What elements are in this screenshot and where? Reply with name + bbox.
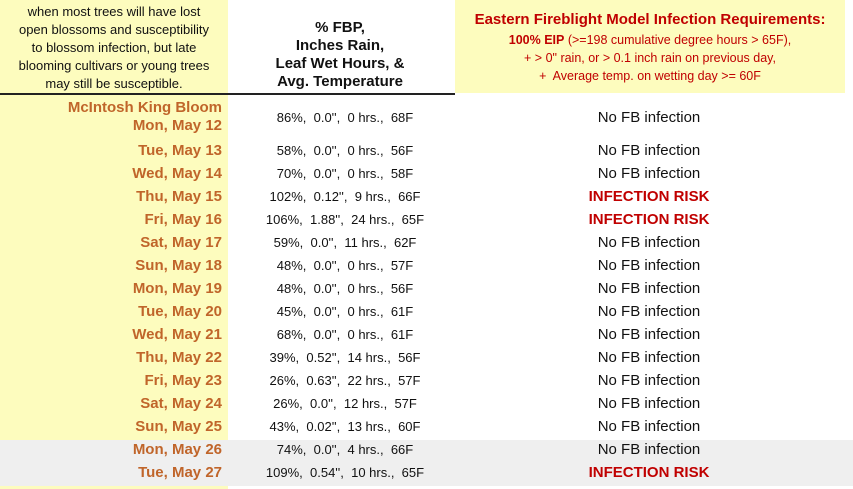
header-note-line: open blossoms and susceptibility — [18, 22, 210, 37]
header-note-line: may still be susceptible. — [45, 76, 183, 91]
row-values: 48%, 0.0'', 0 hrs., 57F — [276, 258, 414, 273]
row-date: Wed, May 14 — [132, 165, 222, 182]
header-middle-line: Leaf Wet Hours, & — [275, 55, 405, 72]
row-result: No FB infection — [597, 165, 701, 182]
row-result: No FB infection — [597, 441, 701, 458]
row-result: No FB infection — [597, 142, 701, 159]
header-note-line: to blossom infection, but late — [31, 40, 197, 55]
row-result: INFECTION RISK — [588, 211, 710, 228]
row-values: 45%, 0.0'', 0 hrs., 61F — [276, 304, 414, 319]
header-note-line: blooming cultivars or young trees — [18, 58, 210, 73]
row-values: 68%, 0.0'', 0 hrs., 61F — [276, 327, 414, 342]
row-values: 43%, 0.02'', 13 hrs., 60F — [269, 419, 421, 434]
row-result: No FB infection — [597, 372, 701, 389]
row-date: Mon, May 19 — [132, 280, 222, 297]
row-date: Sun, May 18 — [135, 257, 222, 274]
right-header-band — [455, 0, 845, 93]
row-date: Thu, May 22 — [136, 349, 222, 366]
row-values: 59%, 0.0'', 11 hrs., 62F — [273, 235, 417, 250]
header-middle-line: % FBP, — [315, 19, 365, 36]
row-date: Tue, May 13 — [138, 142, 222, 159]
row-values: 106%, 1.88'', 24 hrs., 65F — [265, 212, 425, 227]
header-middle-line: Avg. Temperature — [277, 73, 403, 90]
row-result: No FB infection — [597, 418, 701, 435]
header-rule — [0, 93, 455, 95]
gray-band — [0, 440, 853, 486]
row-date: Sat, May 17 — [140, 234, 222, 251]
header-right-title: Eastern Fireblight Model Infection Requi… — [474, 11, 826, 28]
header-right-line: 100% EIP (>=198 cumulative degree hours … — [455, 31, 845, 49]
row-date: Fri, May 16 — [144, 211, 222, 228]
header-right-text: (>=198 cumulative degree hours > 65F), — [564, 33, 792, 47]
row-result: No FB infection — [597, 303, 701, 320]
row-result: No FB infection — [597, 326, 701, 343]
row-result: No FB infection — [597, 109, 701, 126]
row-values: 109%, 0.54'', 10 hrs., 65F — [265, 465, 425, 480]
row-result: No FB infection — [597, 349, 701, 366]
row-date: Sun, May 25 — [135, 418, 222, 435]
header-middle-line: Inches Rain, — [295, 37, 385, 54]
row-values: 39%, 0.52'', 14 hrs., 56F — [269, 350, 421, 365]
row-date: Tue, May 20 — [138, 303, 222, 320]
row-values: 58%, 0.0'', 0 hrs., 56F — [276, 143, 414, 158]
row-values: 70%, 0.0'', 0 hrs., 58F — [276, 166, 414, 181]
row-result: No FB infection — [597, 395, 701, 412]
row-values: 74%, 0.0'', 4 hrs., 66F — [276, 442, 414, 457]
row-date: Mon, May 26 — [132, 441, 222, 458]
row-values: 102%, 0.12'', 9 hrs., 66F — [269, 189, 421, 204]
header-right-line: + > 0" rain, or > 0.1 inch rain on previ… — [455, 49, 845, 67]
header-note-line: when most trees will have lost — [27, 4, 201, 19]
row-date: Mon, May 12 — [132, 117, 222, 134]
row-date: Tue, May 27 — [138, 464, 222, 481]
row-values: 48%, 0.0'', 0 hrs., 56F — [276, 281, 414, 296]
row-result: No FB infection — [597, 234, 701, 251]
row-values: 86%, 0.0'', 0 hrs., 68F — [276, 110, 414, 125]
row-result: INFECTION RISK — [588, 464, 710, 481]
header-right-line: + Average temp. on wetting day >= 60F — [455, 67, 845, 85]
row-date: Thu, May 15 — [136, 188, 222, 205]
row-label: McIntosh King Bloom — [67, 99, 222, 116]
row-values: 26%, 0.63'', 22 hrs., 57F — [269, 373, 421, 388]
row-date: Sat, May 24 — [140, 395, 222, 412]
header-right-text: + > 0" rain, or > 0.1 inch rain on previ… — [524, 51, 776, 65]
left-band — [0, 0, 228, 489]
header-right-text: + Average temp. on wetting day >= 60F — [539, 69, 761, 83]
row-result: INFECTION RISK — [588, 188, 710, 205]
row-date: Wed, May 21 — [132, 326, 222, 343]
row-values: 26%, 0.0'', 12 hrs., 57F — [273, 396, 417, 411]
row-result: No FB infection — [597, 280, 701, 297]
header-right-bold: 100% EIP — [508, 33, 565, 47]
row-result: No FB infection — [597, 257, 701, 274]
row-date: Fri, May 23 — [144, 372, 222, 389]
